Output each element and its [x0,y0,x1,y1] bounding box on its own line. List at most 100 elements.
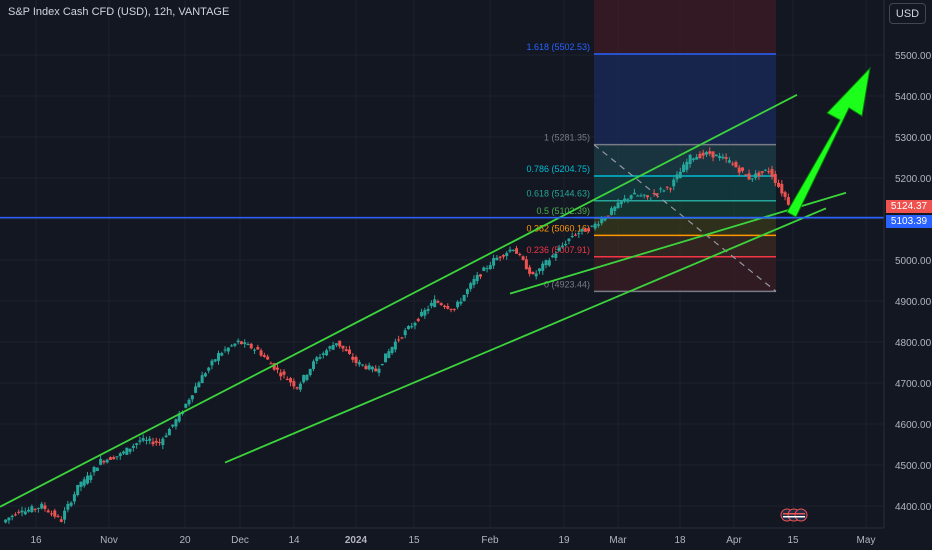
drawings[interactable] [0,66,884,508]
price-tick-label: 4800.00 [895,338,932,349]
candle-body [456,301,460,308]
candle-body [325,350,329,356]
candle-body [239,341,243,345]
candle-body [518,254,522,256]
candle-body [718,155,722,159]
candle-body [479,274,483,277]
candle-body [426,309,430,311]
candle-body [226,347,230,352]
fib-band [594,218,776,236]
time-tick-label: Apr [726,535,742,546]
candle-body [315,357,319,361]
candle-body [279,372,283,377]
candle-body [56,515,60,517]
fib-level-label: 0.382 (5060.16) [526,223,590,233]
price-tick-label: 4600.00 [895,420,932,431]
candle-body [187,399,191,405]
candle-body [334,343,338,346]
candle-body [485,268,489,270]
candle-body [66,503,70,510]
us-flag-events-icon[interactable] [780,508,808,522]
candle-body [354,356,358,363]
candle-body [298,383,302,390]
price-tick-label: 5400.00 [895,92,932,103]
candle-body [249,343,253,349]
candle-body [17,511,21,513]
price-tick-label: 5000.00 [895,256,932,267]
candle-body [13,514,17,516]
candle-body [200,375,204,384]
candle-body [570,235,574,237]
candle-body [652,193,656,195]
candle-body [33,508,37,510]
price-axis[interactable]: 5500.005400.005300.005200.005100.005000.… [883,0,932,528]
candle-body [390,346,394,353]
candle-body [567,238,571,242]
candle-body [95,467,99,472]
candle-body [269,363,273,365]
candle-body [384,353,388,363]
candle-body [763,169,767,171]
candle-body [590,225,594,227]
candle-body [642,194,646,196]
candle-body [515,248,519,254]
candle-body [783,192,787,197]
symbol-title[interactable]: S&P Index Cash CFD (USD), 12h, VANTAGE [8,6,230,18]
candle-body [223,349,227,351]
fib-band [594,235,776,257]
time-axis[interactable]: 16 Nov 20 Dec 14 2024 15 Feb 19 Mar 18 Apr 15 May [0,527,884,546]
candle-body [295,387,299,389]
candle-body [370,366,374,370]
candle-body [577,233,581,235]
time-tick-label: 15 [408,535,420,546]
candle-body [89,475,93,481]
candle-body [53,510,57,517]
fib-band [594,53,776,145]
candle-body [141,438,145,441]
price-tick-label: 5500.00 [895,51,932,62]
candle-body [475,274,479,282]
candle-body [580,228,584,232]
candle-body [462,294,466,302]
candle-body [446,306,450,309]
candle-body [619,201,623,205]
currency-button[interactable]: USD [889,3,926,24]
candle-body [465,289,469,295]
candle-body [59,519,63,522]
candle-body [459,301,463,304]
candle-body [646,195,650,198]
candle-body [253,349,257,351]
candle-body [544,260,548,266]
candle-body [688,154,692,165]
candle-body [593,223,597,229]
candle-body [174,419,178,427]
candle-body [158,442,162,444]
time-tick-label: Nov [100,535,118,546]
candle-body [118,453,122,457]
candle-body [773,173,777,183]
candle-body [682,164,686,173]
candle-body [655,193,659,195]
candle-body [49,513,53,515]
candle-body [721,156,725,159]
current-price-badge: 5124.37 [886,200,932,213]
channel-lower-line [224,207,827,464]
candle-body [230,345,234,347]
candle-body [377,368,381,373]
candle-body [190,395,194,400]
fibonacci-retracement[interactable]: 1.618 (5502.53) 1 (5281.35) 0.786 (5204.75… [526,0,777,293]
candle-body [266,356,270,360]
candle-body [711,151,715,158]
candle-body [623,198,627,202]
candle-body [125,447,129,455]
candle-body [289,378,293,383]
line-price-badge: 5103.39 [886,215,932,228]
candle-body [744,174,748,176]
candle-body [449,308,453,310]
candle-body [626,198,630,200]
candle-body [498,256,502,258]
fib-level-label: 0.618 (5144.63) [526,189,590,199]
candle-body [433,299,437,308]
candle-body [767,171,771,173]
